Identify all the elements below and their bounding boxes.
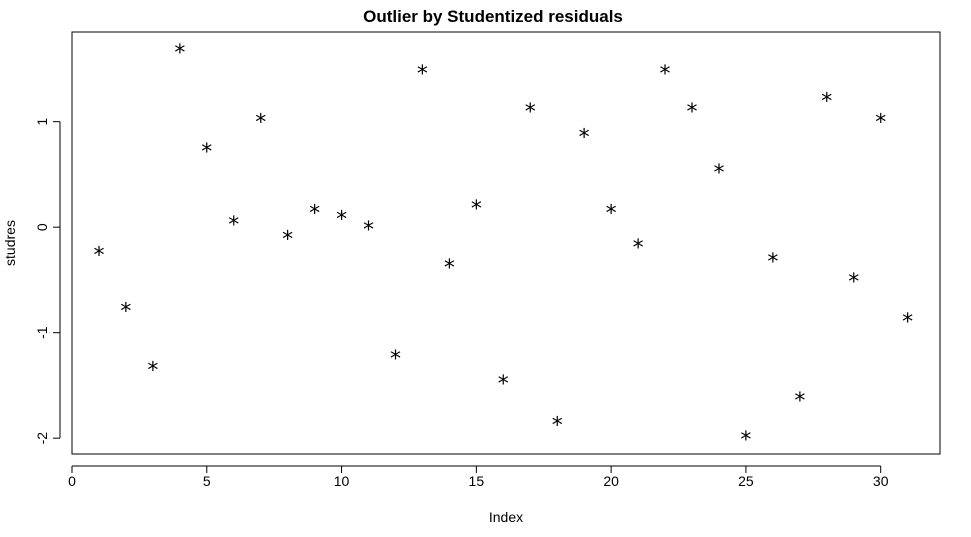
data-point: * — [579, 125, 590, 150]
x-axis-label: Index — [489, 509, 523, 525]
data-point: * — [471, 197, 482, 222]
data-points: * * * * * * * * * * * * * * * * * * * * * * * * * * * * * * * — [93, 41, 913, 453]
y-axis: -2 -1 0 1 — [34, 118, 61, 445]
data-point: * — [660, 62, 671, 87]
x-tick-label: 15 — [469, 473, 485, 489]
data-point: * — [633, 236, 644, 261]
x-axis: 0 5 10 15 20 25 30 — [68, 465, 889, 489]
data-point: * — [336, 208, 347, 233]
data-point: * — [228, 213, 239, 238]
y-tick-label: -2 — [34, 432, 50, 445]
x-tick-label: 10 — [334, 473, 350, 489]
data-point: * — [390, 347, 401, 372]
x-tick-label: 0 — [68, 473, 76, 489]
data-point: * — [875, 111, 886, 136]
data-point: * — [794, 389, 805, 414]
data-point: * — [767, 250, 778, 275]
data-point: * — [147, 358, 158, 383]
x-tick-label: 30 — [873, 473, 889, 489]
y-tick-label: 1 — [34, 118, 50, 126]
x-tick-label: 25 — [738, 473, 754, 489]
data-point: * — [93, 243, 104, 268]
plot-frame — [71, 31, 941, 455]
data-point: * — [552, 413, 563, 438]
data-point: * — [498, 372, 509, 397]
data-point: * — [525, 100, 536, 125]
data-point: * — [444, 256, 455, 281]
x-tick-label: 20 — [603, 473, 619, 489]
chart-title: Outlier by Studentized residuals — [363, 7, 623, 26]
data-point: * — [120, 299, 131, 324]
y-tick-label: 0 — [34, 223, 50, 231]
y-axis-label: studres — [2, 220, 18, 266]
data-point: * — [740, 428, 751, 453]
data-point: * — [902, 310, 913, 335]
data-point: * — [309, 201, 320, 226]
data-point: * — [363, 218, 374, 243]
data-point: * — [713, 161, 724, 186]
data-point: * — [282, 228, 293, 253]
data-point: * — [848, 270, 859, 295]
data-point: * — [255, 111, 266, 136]
data-point: * — [606, 201, 617, 226]
x-tick-label: 5 — [203, 473, 211, 489]
data-point: * — [687, 100, 698, 125]
data-point: * — [417, 62, 428, 87]
data-point: * — [821, 89, 832, 114]
data-point: * — [174, 41, 185, 66]
y-tick-label: -1 — [34, 326, 50, 339]
data-point: * — [201, 140, 212, 165]
